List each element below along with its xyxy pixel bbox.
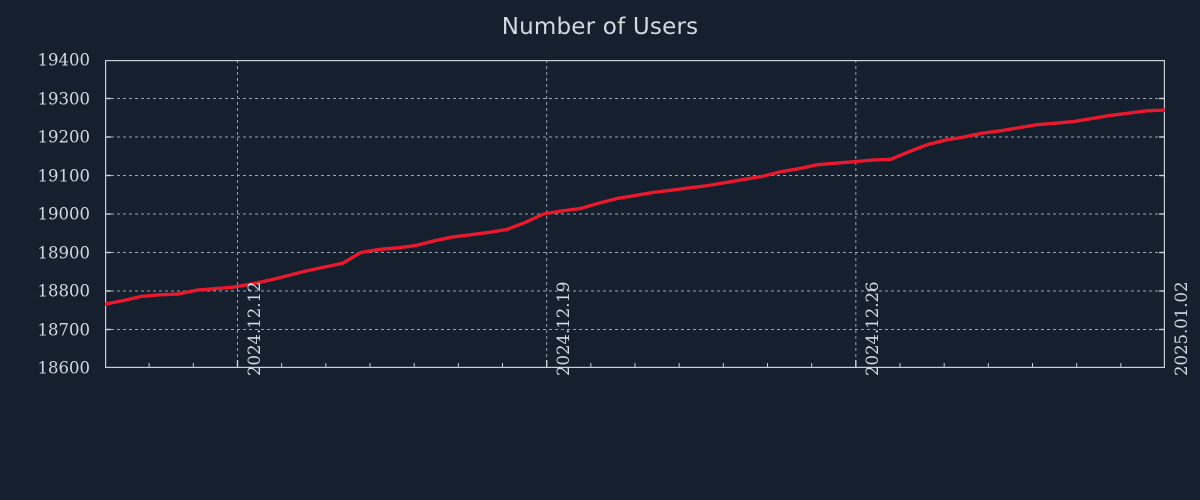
series-line-number-of-users — [105, 108, 1165, 306]
y-axis-tick-label: 19000 — [37, 204, 91, 224]
y-axis-tick-label: 19300 — [37, 89, 91, 108]
y-axis-tick-label: 19400 — [37, 50, 91, 70]
gridlines — [105, 60, 1165, 368]
y-axis-tick-label: 18600 — [37, 358, 91, 378]
x-axis-tick-label: 2025.01.02 — [1172, 281, 1191, 376]
y-axis-tick-label: 19100 — [37, 166, 91, 185]
plot-frame — [105, 60, 1165, 368]
plot-svg — [105, 60, 1165, 368]
y-axis-tick-label: 18900 — [37, 243, 91, 262]
y-axis-tick-label: 18700 — [37, 320, 91, 339]
y-axis-tick-label: 18800 — [37, 281, 91, 301]
y-axis-tick-label: 19200 — [37, 127, 91, 147]
page-title: Number of Users — [501, 14, 699, 40]
plot-area — [105, 60, 1165, 368]
data-series — [105, 108, 1165, 306]
